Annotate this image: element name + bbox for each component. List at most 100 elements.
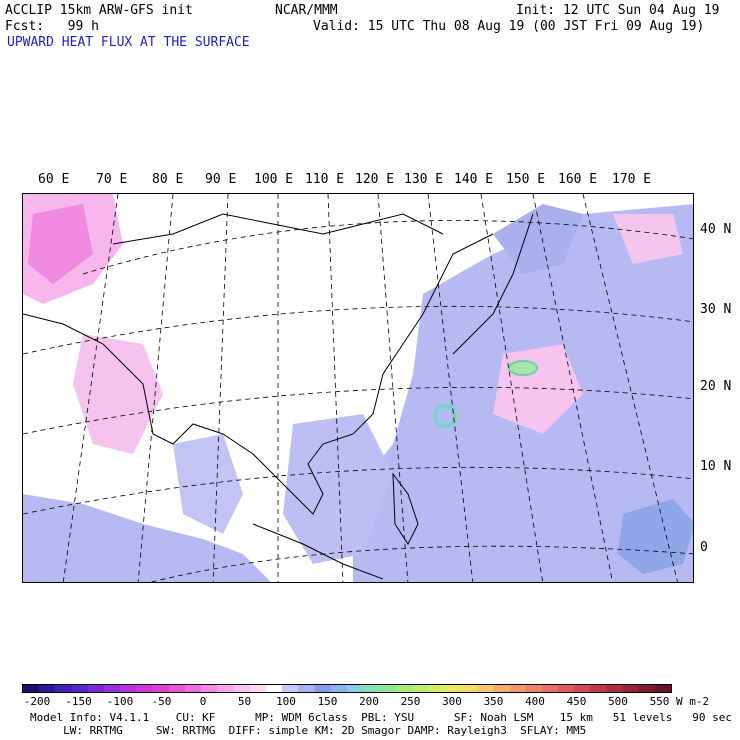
colorbar-swatch <box>492 685 510 692</box>
colorbar-tick-label: 50 <box>237 695 252 708</box>
colorbar-swatch <box>606 685 623 692</box>
lat-label-30n: 30 N <box>700 302 732 317</box>
meridian-160e <box>582 194 678 582</box>
lon-label-110e: 110 E <box>305 172 345 187</box>
model-title: ACCLIP 15km ARW-GFS init <box>5 3 193 18</box>
colorbar-tick-label: -150 <box>65 695 92 708</box>
colorbar-tick-label: 400 <box>525 695 545 708</box>
map-canvas <box>23 194 693 582</box>
colorbar-swatch <box>379 685 396 692</box>
colorbar-tick-label: 0 <box>199 695 207 708</box>
field-name: UPWARD HEAT FLUX AT THE SURFACE <box>7 35 250 50</box>
colorbar-swatch <box>120 685 137 692</box>
colorbar-swatch <box>590 685 607 692</box>
colorbar-swatch <box>39 685 56 692</box>
colorbar-swatch <box>266 685 283 692</box>
lon-label-60e: 60 E <box>38 172 70 187</box>
colorbar-swatch <box>217 685 234 692</box>
init-time: Init: 12 UTC Sun 04 Aug 19 <box>516 3 720 18</box>
colorbar-swatch <box>460 685 477 692</box>
colorbar-swatch <box>87 685 105 692</box>
parallel-10n <box>23 466 693 515</box>
colorbar-swatch <box>347 685 364 692</box>
typhoon-krosa-core <box>508 360 538 376</box>
east-pacific-cluster <box>618 499 693 574</box>
colorbar-tick-label: 250 <box>400 695 421 708</box>
colorbar-swatch <box>525 685 542 692</box>
lat-label-10n: 10 N <box>700 459 732 474</box>
typhoon-lekima-core <box>433 404 457 428</box>
colorbar-tick-label: 300 <box>442 695 462 708</box>
bay-of-bengal-field <box>173 434 243 534</box>
colorbar-swatch <box>23 685 40 692</box>
colorbar-swatch <box>557 685 574 692</box>
colorbar-swatch <box>428 685 445 692</box>
organization-label: NCAR/MMM <box>275 3 338 18</box>
forecast-hour: Fcst: 99 h <box>5 19 99 34</box>
meridian-150e <box>532 194 613 582</box>
colorbar-unit: W m-2 <box>676 695 710 708</box>
sea-of-japan-field <box>493 204 583 274</box>
colorbar-tick-label: 450 <box>566 695 587 708</box>
colorbar-tick-label: -100 <box>106 695 134 708</box>
model-info-line1: Model Info: V4.1.1 CU: KF MP: WDM 6class… <box>30 711 732 724</box>
colorbar-tick-label: 500 <box>608 695 628 708</box>
colorbar-tick-label: 100 <box>276 695 296 708</box>
colorbar-tick-label: 150 <box>317 695 338 708</box>
colorbar-swatch <box>363 685 380 692</box>
colorbar-swatch <box>330 685 348 692</box>
colorbar-tick-label: 550 <box>649 695 670 708</box>
lat-label-0: 0 <box>700 540 708 555</box>
india-pink <box>73 334 163 454</box>
philippines-coastline <box>392 472 419 546</box>
colorbar-swatch <box>71 685 88 692</box>
colorbar-swatch <box>55 685 72 692</box>
lon-label-100e: 100 E <box>254 172 294 187</box>
lon-label-140e: 140 E <box>454 172 494 187</box>
colorbar-swatch <box>444 685 461 692</box>
meridian-80e <box>137 194 174 582</box>
parallel-40n <box>82 220 693 275</box>
colorbar-tick-label: 350 <box>483 695 504 708</box>
colorbar <box>22 684 672 693</box>
colorbar-swatch <box>314 685 331 692</box>
colorbar-swatch <box>136 685 153 692</box>
colorbar-tick-label: -200 <box>23 695 51 708</box>
colorbar-swatch <box>541 685 558 692</box>
meridian-130e <box>427 194 474 582</box>
lon-label-70e: 70 E <box>96 172 128 187</box>
colorbar-swatch <box>573 685 591 692</box>
lat-label-20n: 20 N <box>700 379 732 394</box>
lat-label-40n: 40 N <box>700 222 732 237</box>
south-china-sea-field <box>283 414 393 564</box>
lon-label-120e: 120 E <box>355 172 395 187</box>
colorbar-swatch <box>622 685 639 692</box>
colorbar-swatch <box>104 685 121 692</box>
tibet-pink-core <box>28 204 93 284</box>
lon-label-160e: 160 E <box>558 172 598 187</box>
colorbar-swatch <box>411 685 429 692</box>
colorbar-tick-label: 200 <box>359 695 379 708</box>
parallel-20n <box>23 386 693 435</box>
colorbar-swatch <box>233 685 250 692</box>
colorbar-swatch <box>282 685 299 692</box>
indian-ocean-field <box>23 494 271 582</box>
china-border <box>112 213 444 245</box>
colorbar-swatch <box>185 685 202 692</box>
colorbar-swatch <box>152 685 169 692</box>
lon-label-170e: 170 E <box>612 172 652 187</box>
model-info-line2: LW: RRTMG SW: RRTMG DIFF: simple KM: 2D … <box>30 724 587 737</box>
colorbar-swatch <box>509 685 526 692</box>
lon-label-80e: 80 E <box>152 172 184 187</box>
meridian-110e <box>327 194 344 582</box>
meridian-120e <box>377 194 409 582</box>
colorbar-swatch <box>298 685 315 692</box>
colorbar-swatch <box>638 685 655 692</box>
coastlines <box>23 213 534 580</box>
lon-label-150e: 150 E <box>506 172 546 187</box>
graticule <box>23 194 693 582</box>
parallel-0 <box>149 545 693 582</box>
colorbar-swatch <box>395 685 412 692</box>
lon-label-130e: 130 E <box>404 172 444 187</box>
colorbar-swatch <box>476 685 493 692</box>
